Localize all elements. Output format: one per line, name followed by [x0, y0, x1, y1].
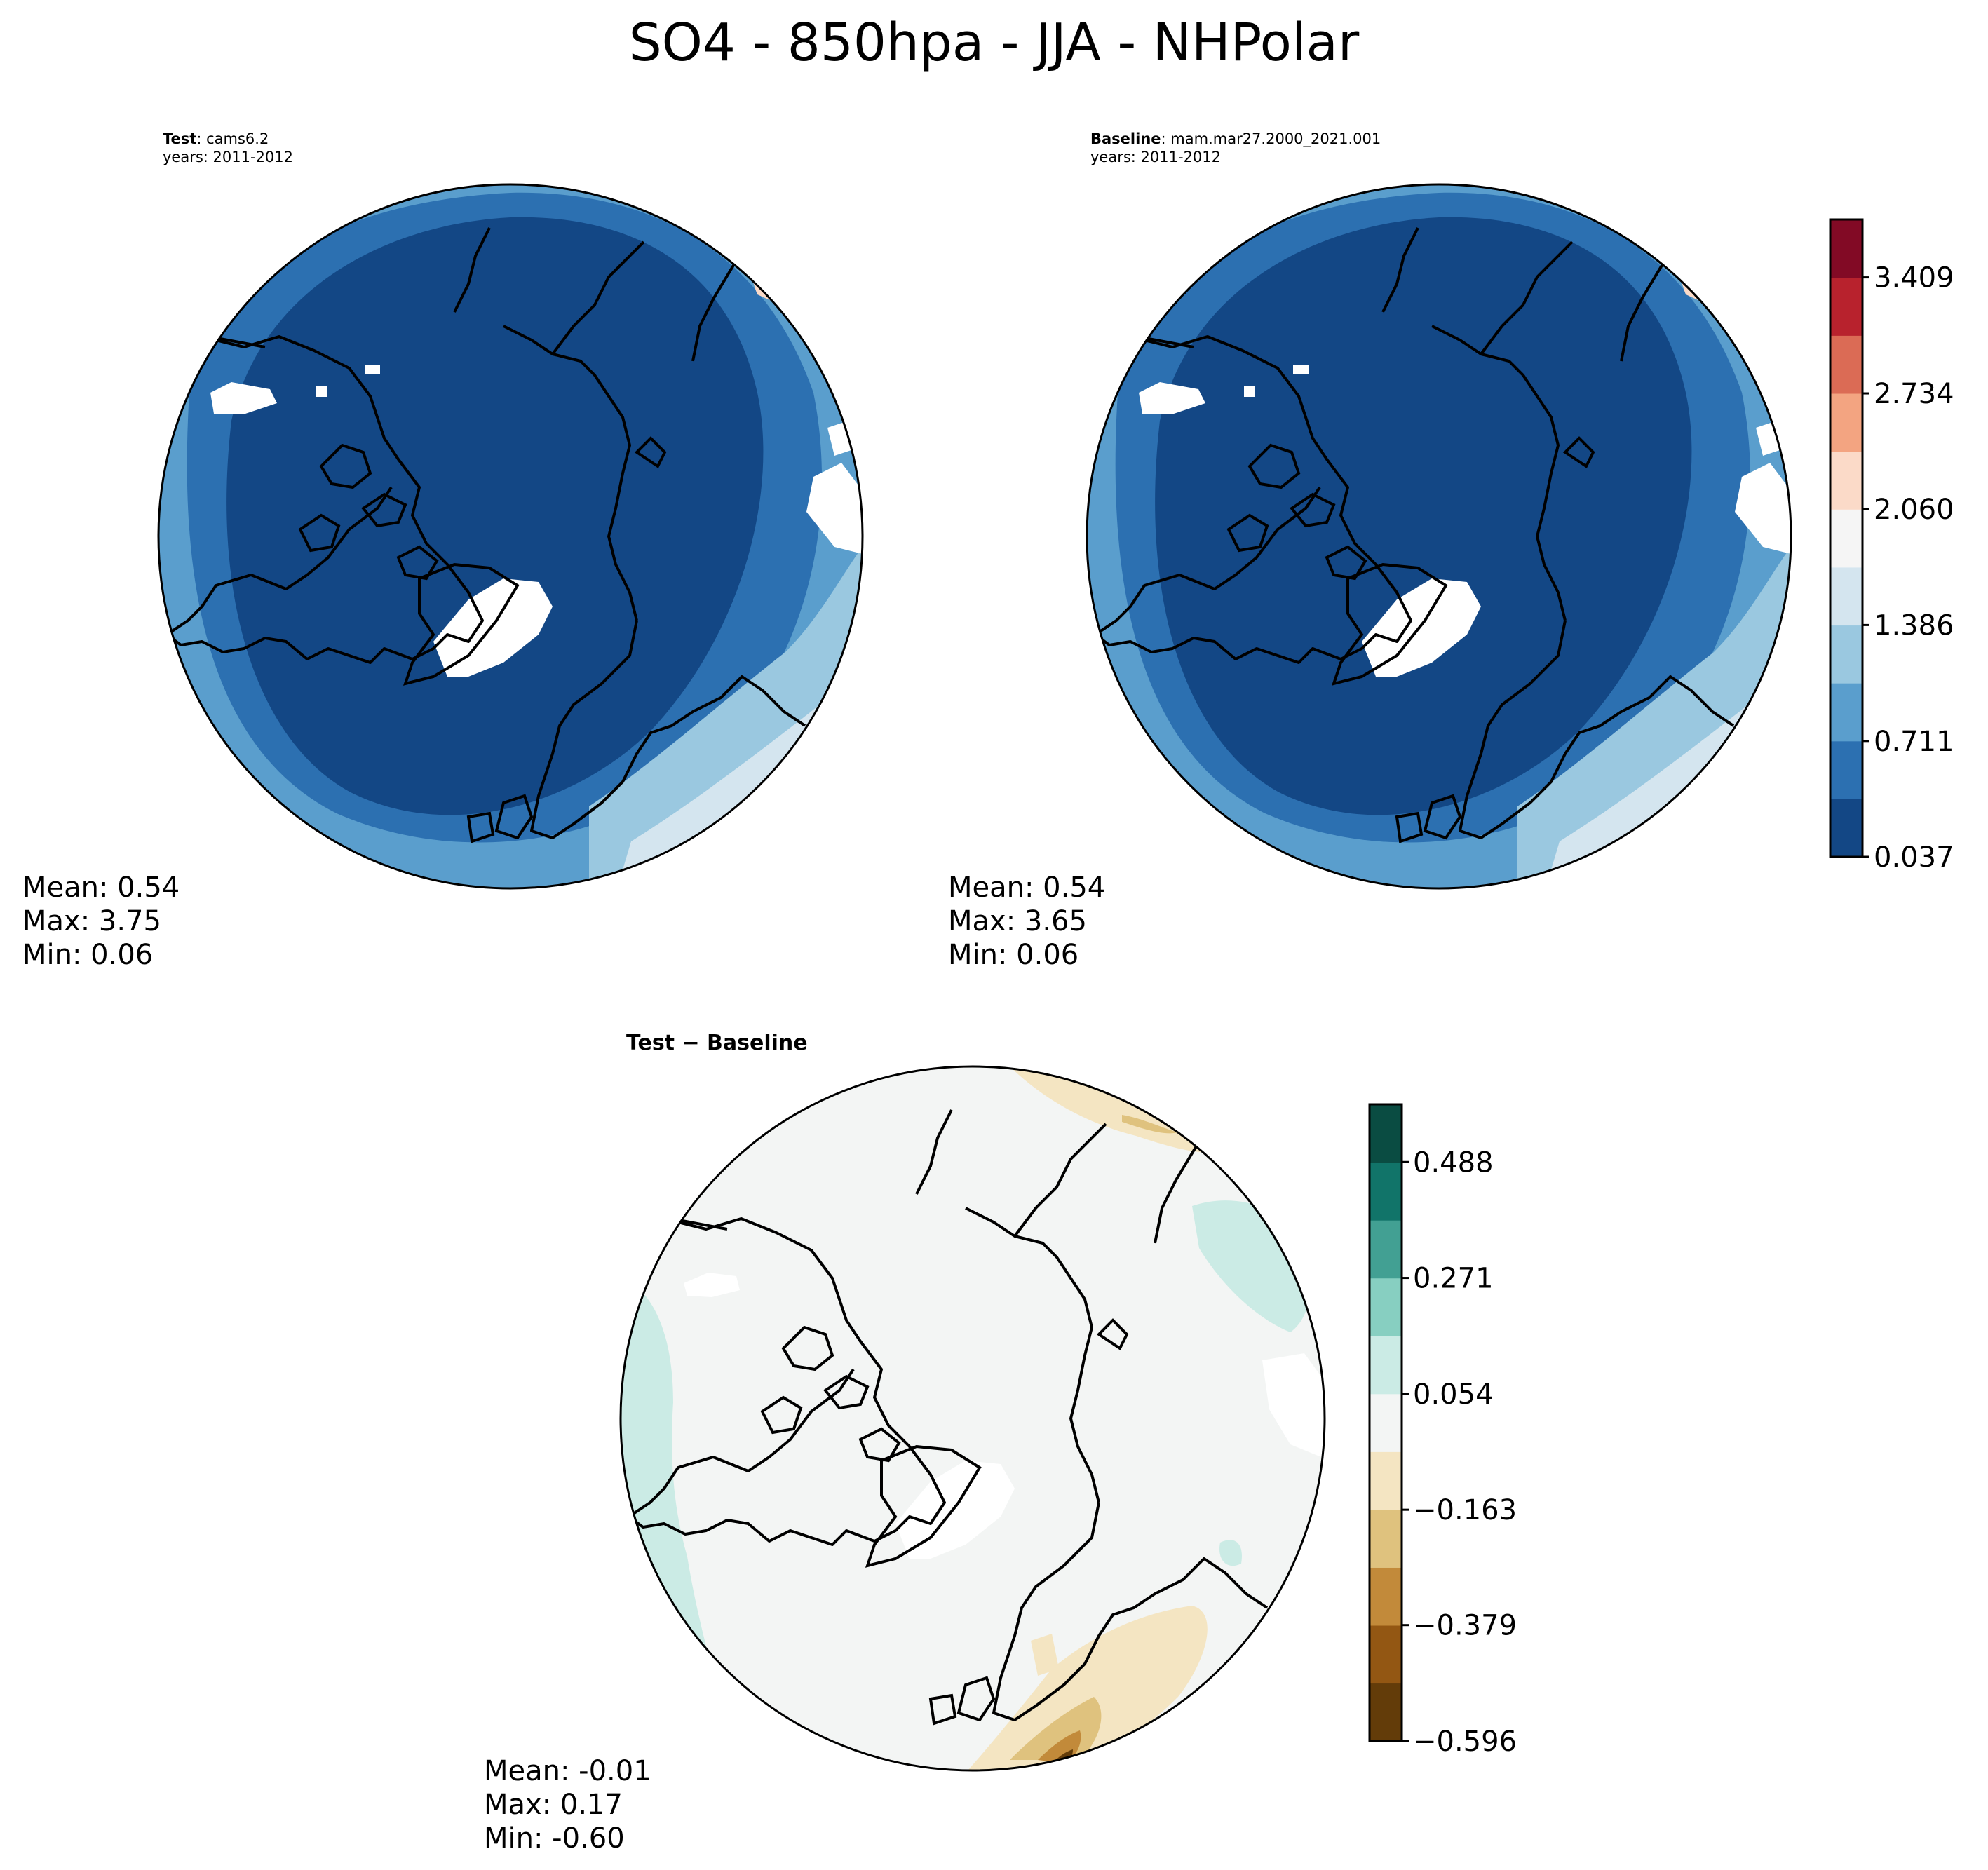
colorbar-seq-tick-label: 3.409 [1874, 262, 1954, 294]
colorbar-seq-segment [1830, 393, 1862, 452]
diff-map [619, 1065, 1326, 1772]
colorbar-div-segment [1370, 1683, 1402, 1742]
colorbar-seq-tick-label: 0.037 [1874, 841, 1954, 874]
colorbar-div-segment [1370, 1625, 1402, 1684]
baseline-panel-title: Baseline: mam.mar27.2000_2021.001 years:… [1090, 130, 1381, 165]
diff-mean: Mean: -0.01 [484, 1755, 651, 1787]
figure-title: SO4 - 850hpa - JJA - NHPolar [628, 13, 1360, 73]
colorbar-div-tick-label: −0.379 [1413, 1610, 1517, 1642]
colorbar-div-tick-label: −0.596 [1413, 1726, 1517, 1758]
baseline-max: Max: 3.65 [948, 905, 1087, 937]
test-min: Min: 0.06 [22, 939, 154, 971]
colorbar-div-segment [1370, 1278, 1402, 1336]
baseline-map [1086, 183, 1792, 890]
colorbar-seq-segment [1830, 567, 1862, 626]
colorbar-div-tick-label: 0.488 [1413, 1146, 1494, 1179]
colorbar-div-tick-label: 0.271 [1413, 1263, 1494, 1295]
colorbar-div-segment [1370, 1220, 1402, 1279]
colorbar-div-segment [1370, 1162, 1402, 1221]
colorbar-div-segment [1370, 1509, 1402, 1568]
colorbar-seq-segment [1830, 451, 1862, 510]
colorbar-div-segment [1370, 1393, 1402, 1452]
colorbar-seq-tick-label: 2.060 [1874, 494, 1954, 526]
colorbar-div-segment [1370, 1336, 1402, 1395]
baseline-min: Min: 0.06 [948, 939, 1079, 971]
baseline-stats: Mean: 0.54 Max: 3.65 Min: 0.06 [948, 871, 1105, 972]
colorbar-seq-segment [1830, 740, 1862, 799]
diff-min: Min: -0.60 [484, 1822, 625, 1855]
colorbar-seq-segment [1830, 219, 1862, 278]
colorbar-seq-tick-label: 0.711 [1874, 726, 1954, 758]
colorbar-div-tick-label: −0.163 [1413, 1494, 1517, 1526]
colorbar-div-segment [1370, 1104, 1402, 1163]
colorbar-div-tick-label: 0.054 [1413, 1378, 1494, 1411]
baseline-years: years: 2011-2012 [1090, 149, 1222, 165]
colorbar-seq-segment [1830, 335, 1862, 394]
colorbar-seq-frame [1829, 218, 1864, 858]
test-years: years: 2011-2012 [163, 149, 294, 165]
test-max: Max: 3.75 [22, 905, 161, 937]
colorbar-seq-tick-label: 1.386 [1874, 609, 1954, 642]
colorbar-seq-tick-label: 2.734 [1874, 378, 1954, 410]
colorbar-seq-segment [1830, 683, 1862, 742]
baseline-mean: Mean: 0.54 [948, 872, 1106, 904]
test-map [157, 183, 864, 890]
colorbar-seq-segment [1830, 625, 1862, 684]
diff-stats: Mean: -0.01 Max: 0.17 Min: -0.60 [484, 1754, 651, 1855]
colorbar-seq-segment [1830, 509, 1862, 568]
colorbar-div-segment [1370, 1567, 1402, 1626]
diff-panel-title: Test − Baseline [626, 1031, 808, 1055]
baseline-label: Baseline [1090, 130, 1161, 147]
colorbar-seq-segment [1830, 799, 1862, 858]
colorbar-div-frame [1368, 1103, 1403, 1742]
test-label: Test [163, 130, 197, 147]
colorbar-seq-segment [1830, 277, 1862, 336]
test-case-name: cams6.2 [206, 130, 269, 147]
test-stats: Mean: 0.54 Max: 3.75 Min: 0.06 [22, 871, 180, 972]
test-mean: Mean: 0.54 [22, 872, 180, 904]
baseline-case-name: mam.mar27.2000_2021.001 [1170, 130, 1381, 147]
colorbar-div-segment [1370, 1451, 1402, 1510]
colorbar-sequential: 0.037 0.711 1.386 2.060 2.734 3.409 [1829, 218, 1954, 874]
diff-max: Max: 0.17 [484, 1789, 623, 1821]
test-panel-title: Test: cams6.2 years: 2011-2012 [163, 130, 294, 165]
colorbar-diverging: 0.488 0.271 0.054 −0.163 −0.379 −0.596 [1368, 1103, 1517, 1758]
